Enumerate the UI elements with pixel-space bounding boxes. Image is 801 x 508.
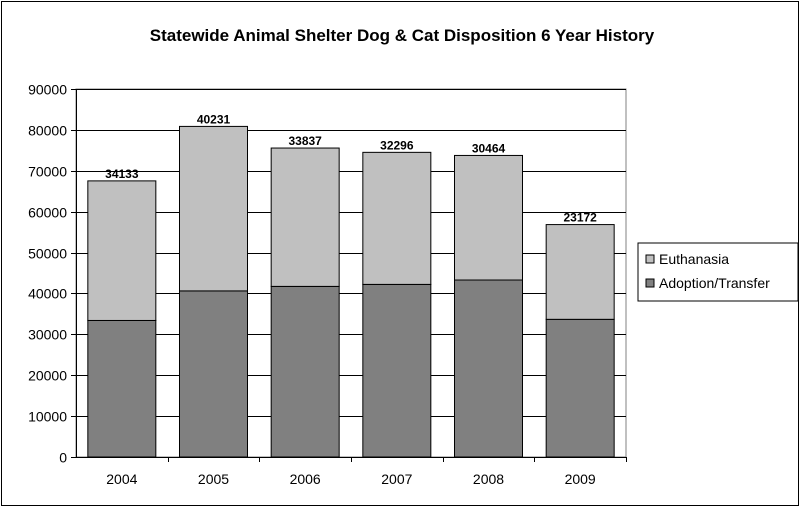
y-tick-label: 30000 (28, 327, 67, 343)
x-tick-label-2008: 2008 (473, 471, 504, 487)
x-tick-label-2007: 2007 (381, 471, 412, 487)
data-label-euthanasia-2009: 23172 (563, 211, 597, 225)
bar-euthanasia-2009 (545, 224, 615, 320)
bar-euthanasia-2006 (270, 147, 340, 287)
y-tick-label: 20000 (28, 368, 67, 384)
y-tick-label: 70000 (28, 164, 67, 180)
y-tick-label: 60000 (28, 205, 67, 221)
bar-adoption-transfer-2007 (362, 283, 432, 458)
data-label-euthanasia-2008: 30464 (472, 141, 506, 155)
y-tick-label: 80000 (28, 123, 67, 139)
bar-adoption-transfer-2004 (87, 319, 157, 458)
bar-adoption-transfer-2005 (179, 290, 248, 458)
bar-euthanasia-2008 (454, 154, 523, 281)
legend-swatch-adoption-transfer (645, 278, 655, 288)
x-tick-label-2009: 2009 (565, 471, 596, 487)
legend-box (637, 242, 799, 302)
chart-title: Statewide Animal Shelter Dog & Cat Dispo… (150, 26, 655, 45)
bar-euthanasia-2005 (179, 125, 248, 292)
legend-swatch-euthanasia (645, 254, 655, 264)
x-tick-label-2005: 2005 (198, 471, 229, 487)
data-label-euthanasia-2004: 34133 (105, 167, 139, 181)
data-label-euthanasia-2006: 33837 (288, 134, 322, 148)
data-label-euthanasia-2007: 32296 (380, 138, 414, 152)
y-tick-label: 50000 (28, 246, 67, 262)
y-tick-label: 90000 (28, 82, 67, 98)
x-tick-label-2004: 2004 (106, 471, 137, 487)
bar-euthanasia-2007 (362, 151, 432, 285)
y-tick-label: 0 (59, 450, 67, 466)
data-label-euthanasia-2005: 40231 (197, 112, 231, 126)
y-tick-label: 40000 (28, 286, 67, 302)
bar-adoption-transfer-2006 (270, 285, 340, 458)
bar-adoption-transfer-2008 (454, 279, 523, 458)
plot-area (75, 88, 627, 458)
x-tick-label-2006: 2006 (290, 471, 321, 487)
y-tick-label: 10000 (28, 409, 67, 425)
legend-label-euthanasia: Euthanasia (659, 251, 729, 267)
legend-label-adoption-transfer: Adoption/Transfer (659, 275, 770, 291)
bar-adoption-transfer-2009 (545, 318, 615, 458)
bar-euthanasia-2004 (87, 180, 157, 321)
